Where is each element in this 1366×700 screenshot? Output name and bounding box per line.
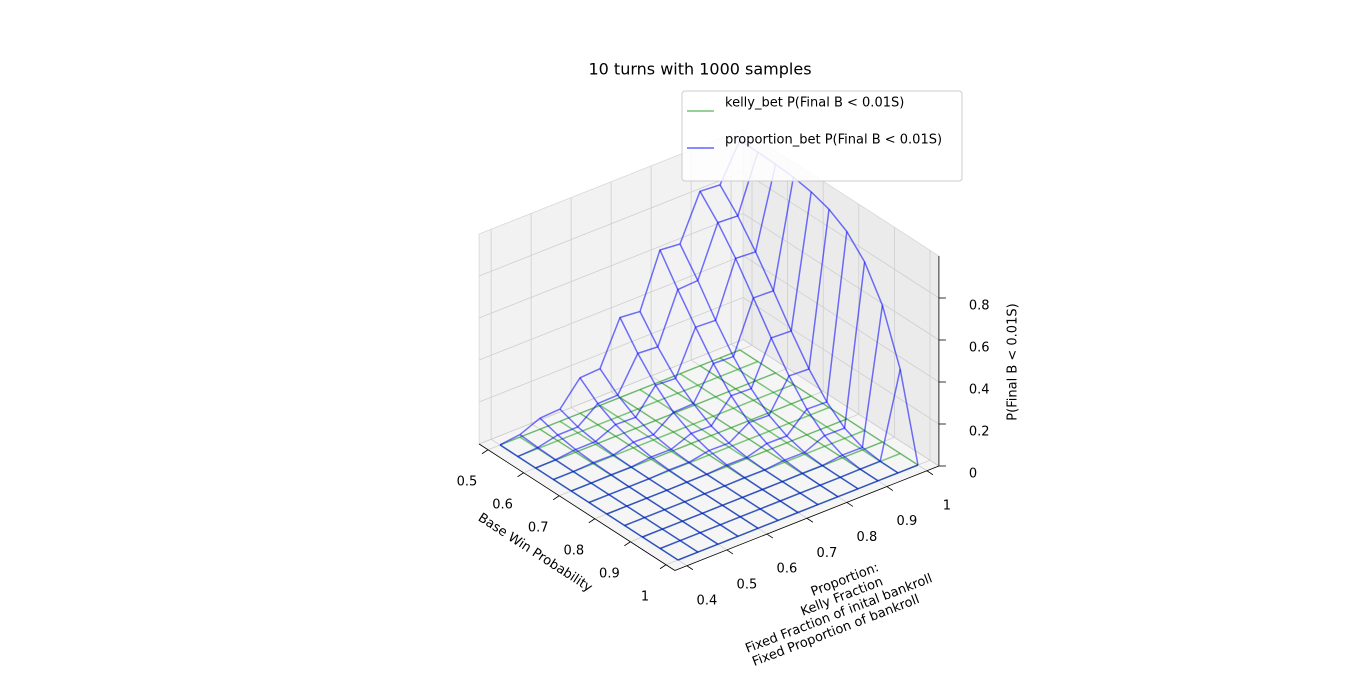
- y-tick-label: 0.7: [817, 546, 838, 561]
- wire-line: [679, 243, 859, 490]
- grid-line: [478, 297, 744, 403]
- y-tick-label: 0.6: [777, 562, 798, 577]
- y-tick-label: 1: [943, 498, 951, 513]
- legend-label: kelly_bet P(Final B < 0.01S): [725, 96, 904, 111]
- legend-box: [681, 90, 963, 182]
- legend: kelly_bet P(Final B < 0.01S) proportion_b…: [681, 90, 963, 182]
- grid-line: [742, 339, 940, 467]
- grid-line: [478, 339, 744, 445]
- wire-line: [719, 184, 899, 474]
- z-tick-label: 0.2: [969, 425, 990, 440]
- y-tick: [806, 517, 814, 523]
- z-tick-label: 0.8: [969, 299, 990, 314]
- grid-line: [478, 213, 744, 319]
- z-axis-label: P(Final B < 0.01S): [1006, 303, 1021, 420]
- wire-line: [619, 317, 799, 514]
- x-tick: [588, 518, 596, 524]
- x-tick: [481, 449, 489, 455]
- y-tick-label: 0.9: [897, 514, 918, 529]
- y-tick: [726, 549, 734, 555]
- wire-line: [599, 368, 779, 522]
- y-axis-line: [674, 465, 940, 571]
- panes: [478, 128, 940, 571]
- wire-line: [499, 444, 679, 561]
- y-tick-label: 0.4: [697, 593, 718, 608]
- x-tick-label: 0.7: [528, 520, 549, 535]
- y-tick: [686, 565, 694, 571]
- y-tick: [846, 502, 854, 507]
- wire-line: [699, 365, 879, 482]
- wire-line: [659, 249, 839, 498]
- x-tick: [659, 564, 667, 570]
- grid-line: [478, 171, 744, 277]
- x-tick-label: 0.9: [599, 566, 620, 581]
- grid-line: [478, 255, 744, 361]
- grid-line: [742, 171, 940, 299]
- legend-label: proportion_bet P(Final B < 0.01S): [725, 133, 942, 148]
- wire-line: [719, 357, 899, 474]
- wire-line: [739, 349, 919, 466]
- x-tick-label: 0.8: [563, 543, 584, 558]
- wire-line: [539, 417, 719, 545]
- y-tick-label: 0.5: [737, 577, 758, 592]
- wire-line: [699, 190, 879, 482]
- z-tick-label: 0.6: [969, 341, 990, 356]
- x-tick: [517, 472, 524, 478]
- z-tick-label: 0: [969, 467, 977, 482]
- y-tick: [926, 470, 934, 476]
- x-tick-label: 0.5: [457, 474, 478, 489]
- x-tick: [624, 541, 631, 547]
- wire-line: [579, 377, 759, 529]
- wire-line: [639, 311, 819, 506]
- y-tick: [766, 533, 774, 539]
- z-tick-label: 0.4: [969, 383, 990, 398]
- wire-line: [519, 433, 699, 553]
- x-tick: [552, 495, 560, 501]
- y-tick: [886, 486, 894, 491]
- x-tick-label: 1: [641, 589, 649, 604]
- wireframes: [499, 139, 919, 561]
- chart-title: 10 turns with 1000 samples: [588, 60, 811, 79]
- x-tick-label: 0.6: [492, 497, 513, 512]
- wire-line: [559, 408, 739, 537]
- x-axis-line: [478, 443, 676, 571]
- y-tick-label: 0.8: [857, 530, 878, 545]
